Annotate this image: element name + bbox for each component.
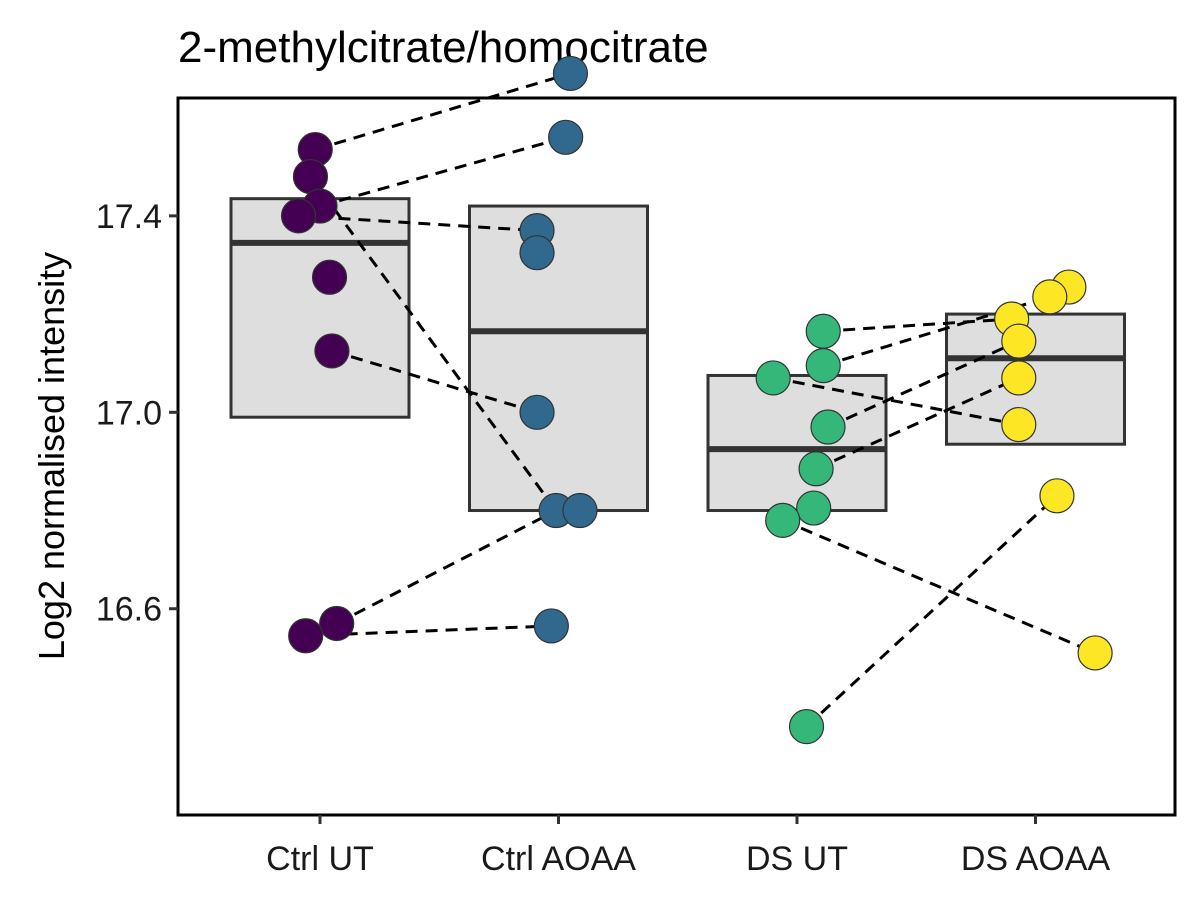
data-point: [519, 394, 555, 430]
pair-line: [331, 349, 538, 414]
pair-line: [336, 509, 557, 625]
data-point: [311, 259, 348, 295]
data-point: [810, 409, 846, 445]
crossbar-layer: [229, 197, 1126, 513]
pair-line: [772, 376, 1020, 427]
pair-line: [815, 376, 1020, 471]
y-tick-label: 17.4: [96, 198, 162, 236]
pair-line: [782, 518, 1096, 655]
points-layer: [280, 55, 1113, 745]
data-point: [552, 55, 589, 92]
pair-line: [827, 339, 1020, 429]
data-point: [805, 348, 841, 384]
data-point: [765, 502, 801, 538]
axes-layer: 16.6 17.0 17.4 Ctrl UT Ctrl AOAA DS UT DS AOAA: [96, 96, 1177, 878]
data-point: [548, 119, 584, 155]
data-point: [519, 235, 555, 271]
data-point: [280, 198, 317, 234]
plot-frame: [176, 96, 1177, 817]
data-point: [1001, 323, 1037, 359]
data-point: [805, 313, 841, 349]
pair-line: [314, 72, 571, 152]
data-point: [314, 333, 350, 369]
crossbar-box: [229, 197, 411, 419]
data-point: [533, 608, 569, 644]
data-point: [562, 492, 598, 529]
pair-line: [823, 317, 1012, 333]
crossbar-box: [468, 204, 649, 513]
chart-title: 2-methylcitrate/homocitrate: [178, 23, 709, 72]
x-tick-label: DS AOAA: [961, 840, 1111, 878]
x-tick-label: Ctrl UT: [266, 840, 374, 878]
data-point: [1039, 478, 1075, 514]
x-tick-label: Ctrl AOAA: [481, 840, 636, 878]
data-point: [1001, 406, 1037, 443]
x-tick-label: DS UT: [746, 840, 848, 878]
crossbar-box: [706, 373, 888, 513]
pair-line: [805, 494, 1058, 728]
data-point: [1001, 360, 1037, 396]
y-tick-label: 16.6: [96, 591, 162, 629]
data-point: [1032, 279, 1068, 315]
data-point: [292, 158, 329, 195]
data-point: [319, 605, 355, 642]
data-point: [798, 451, 834, 487]
y-axis-label: Log2 normalised intensity: [31, 252, 72, 660]
data-point: [1077, 635, 1113, 671]
pair-line: [309, 175, 558, 512]
data-point: [288, 618, 324, 654]
data-point: [796, 490, 832, 526]
data-point: [755, 360, 791, 396]
data-point: [788, 709, 825, 745]
pair-line: [319, 135, 567, 208]
y-tick-label: 17.0: [96, 394, 162, 432]
